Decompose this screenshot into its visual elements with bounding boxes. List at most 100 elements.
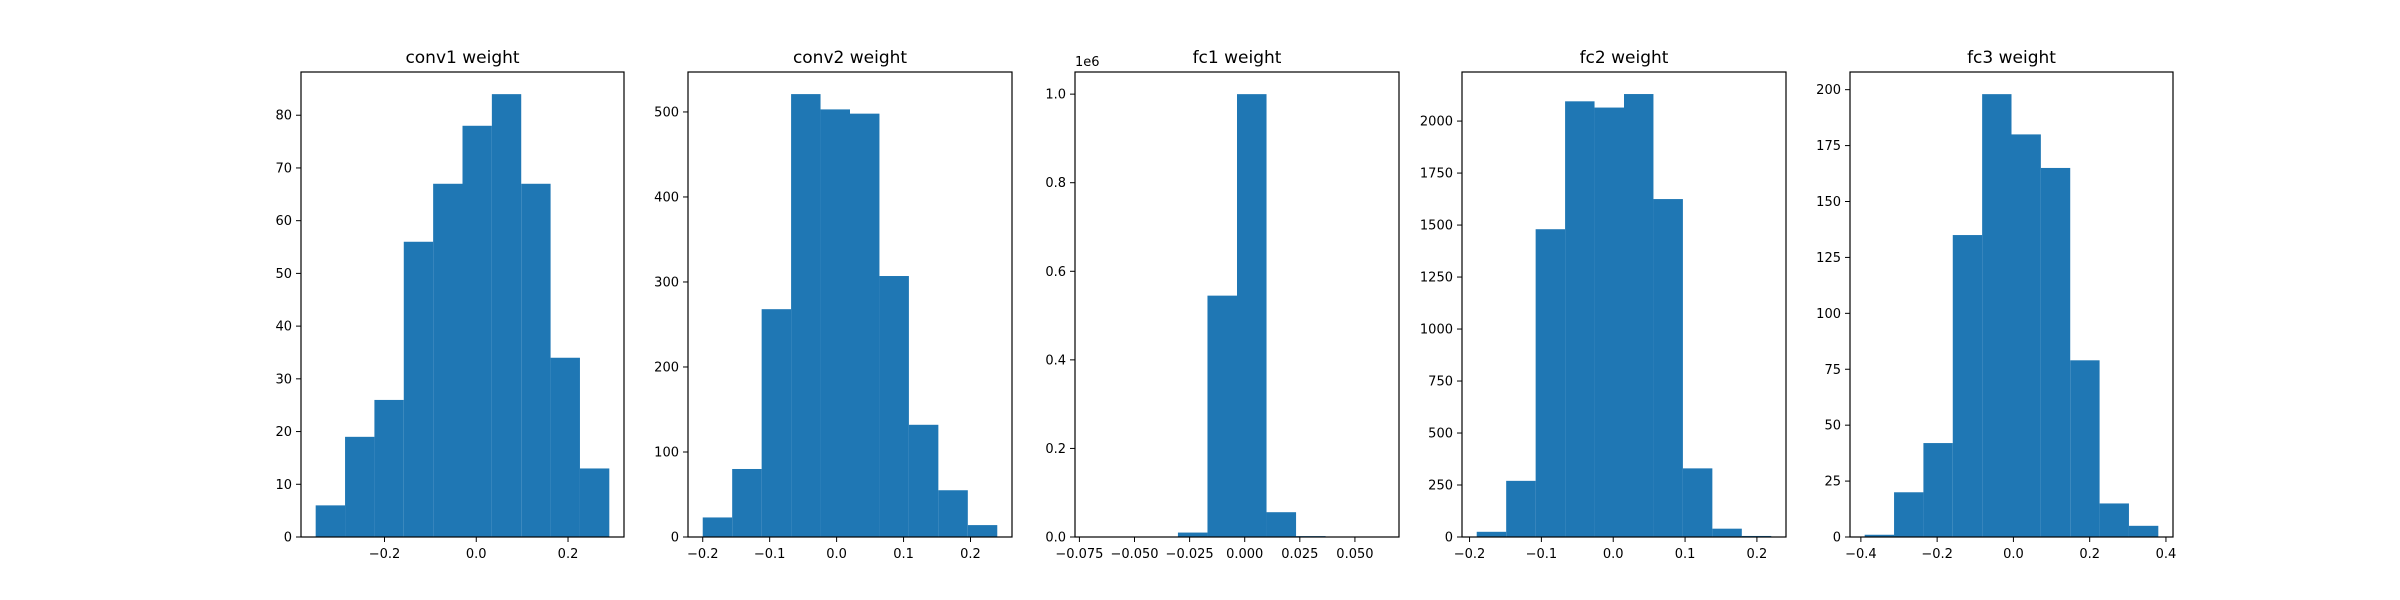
x-tick-label: 0.2 <box>2079 547 2100 562</box>
axes-frame <box>687 71 1013 538</box>
x-tick-label: −0.2 <box>687 547 719 562</box>
histogram-bar <box>702 517 733 537</box>
y-tick-label: 250 <box>1428 479 1453 494</box>
y-tick-label: 300 <box>654 275 679 290</box>
x-tick-label: −0.1 <box>754 547 786 562</box>
histogram-bar <box>967 525 998 537</box>
y-tick-label: 1000 <box>1420 323 1453 338</box>
y-tick-label: 175 <box>1816 139 1841 154</box>
y-tick-label: 750 <box>1428 375 1453 390</box>
subplot-2: −0.2 −0.1 0.0 0.1 0.2 0 100 200 300 400 500 conv2 w… <box>654 48 1013 562</box>
x-tick-label: −0.050 <box>1110 547 1158 562</box>
histogram-bar <box>550 357 580 537</box>
histogram-bar <box>938 490 968 537</box>
histogram-bar <box>403 241 434 537</box>
axes-frame <box>1074 71 1400 538</box>
x-tick-label: −0.2 <box>1454 547 1486 562</box>
histogram-bar <box>2040 167 2071 537</box>
y-tick-label: 1.0 <box>1045 88 1066 103</box>
histogram-bar <box>1237 94 1267 537</box>
subplot-1: −0.2 0.0 0.2 0 10 20 30 40 50 60 70 80 conv1 weight <box>275 48 625 562</box>
histogram-bar <box>2070 360 2100 537</box>
subplot-title: fc2 weight <box>1580 48 1669 68</box>
x-tick-label: −0.075 <box>1055 547 1103 562</box>
histogram-bar <box>1923 443 1953 537</box>
y-tick-label: 0.6 <box>1045 265 1066 280</box>
histogram-bar <box>1682 468 1713 537</box>
x-tick-label: 0.0 <box>1603 547 1624 562</box>
y-tick-label: 200 <box>1816 83 1841 98</box>
subplot-5: −0.4 −0.2 0.0 0.2 0.4 0 25 50 75 100 125 150 175 200 f… <box>1816 48 2176 562</box>
histogram-bar <box>879 276 909 537</box>
histogram-bar <box>345 436 375 537</box>
histogram-bar <box>1624 94 1654 537</box>
histogram-bar <box>491 94 522 537</box>
subplot-title: fc3 weight <box>1967 48 2056 68</box>
histogram-bar <box>579 468 610 537</box>
histogram-bar <box>1952 235 1983 538</box>
x-tick-label: −0.2 <box>1921 547 1953 562</box>
histogram-bar <box>521 183 551 537</box>
x-tick-label: 0.025 <box>1281 547 1318 562</box>
y-tick-label: 50 <box>275 267 292 282</box>
histogram-bar <box>1565 101 1595 537</box>
subplot-3: −0.075 −0.050 −0.025 0.000 0.025 0.050 0.0 0.2 0… <box>1045 48 1400 562</box>
y-tick-label: 200 <box>654 360 679 375</box>
y-tick-label: 30 <box>275 372 292 387</box>
y-tick-label: 1750 <box>1420 167 1453 182</box>
y-tick-label: 75 <box>1824 363 1841 378</box>
histogram-bar <box>2099 503 2129 537</box>
histogram-bar <box>1177 532 1208 537</box>
subplot-title: conv1 weight <box>405 48 519 68</box>
histogram-bar <box>433 183 463 537</box>
histogram-bar <box>2128 525 2159 537</box>
histogram-bar <box>1506 480 1536 537</box>
histogram-bar <box>1864 534 1895 537</box>
histogram-bar <box>1894 492 1924 537</box>
histogram-bar <box>1653 199 1683 537</box>
histogram-bar <box>732 468 762 537</box>
y-tick-label: 500 <box>654 105 679 120</box>
x-tick-label: 0.1 <box>1675 547 1696 562</box>
histogram-bar <box>820 109 850 538</box>
x-tick-label: 0.0 <box>2003 547 2024 562</box>
x-tick-label: 0.2 <box>558 547 579 562</box>
y-tick-label: 500 <box>1428 427 1453 442</box>
y-tick-label: 0.4 <box>1045 353 1066 368</box>
histogram-bar <box>761 309 792 537</box>
axes-frame <box>1461 71 1787 538</box>
y-tick-label: 40 <box>275 320 292 335</box>
y-tick-label: 20 <box>275 425 292 440</box>
y-tick-label: 0.2 <box>1045 442 1066 457</box>
y-tick-label: 400 <box>654 190 679 205</box>
histogram-bar <box>2011 134 2041 537</box>
x-tick-label: 0.2 <box>960 547 981 562</box>
x-tick-label: 0.000 <box>1226 547 1263 562</box>
x-tick-label: 0.4 <box>2156 547 2177 562</box>
y-offset-label: 1e6 <box>1075 55 1100 70</box>
axes-frame <box>1849 71 2174 538</box>
y-tick-label: 100 <box>1816 307 1841 322</box>
y-tick-label: 0 <box>284 531 292 546</box>
y-tick-label: 0 <box>671 531 679 546</box>
x-tick-label: 0.1 <box>893 547 914 562</box>
y-tick-label: 0 <box>1445 531 1453 546</box>
y-tick-label: 50 <box>1824 419 1841 434</box>
subplot-title: conv2 weight <box>793 48 907 68</box>
y-tick-label: 25 <box>1824 475 1841 490</box>
x-tick-label: 0.0 <box>826 547 847 562</box>
histogram-bar <box>315 505 346 537</box>
histogram-bar <box>1594 107 1624 537</box>
y-tick-label: 1500 <box>1420 219 1453 234</box>
y-tick-label: 2000 <box>1420 115 1453 130</box>
axes-frame <box>300 71 625 538</box>
histogram-bar <box>908 424 939 537</box>
subplot-title: fc1 weight <box>1193 48 1282 68</box>
x-tick-label: −0.025 <box>1166 547 1214 562</box>
histogram-bar <box>1535 229 1566 537</box>
y-tick-label: 1250 <box>1420 271 1453 286</box>
y-tick-label: 100 <box>654 445 679 460</box>
histogram-bar <box>462 125 492 537</box>
